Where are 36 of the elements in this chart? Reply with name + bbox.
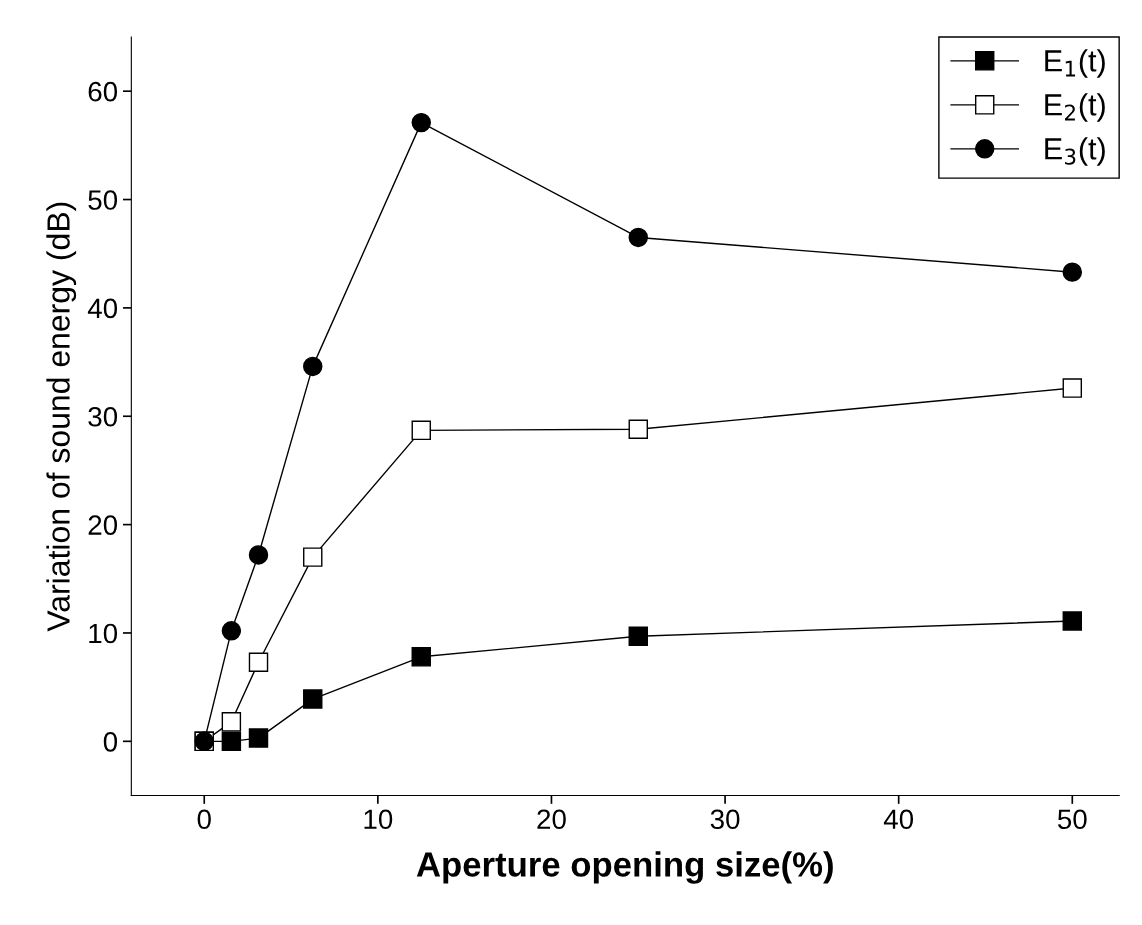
point [411,112,431,133]
x-tick-label: 10 [364,809,393,830]
point [221,621,242,641]
point [221,712,242,732]
x-axis-title: Aperture opening size(%) [416,851,833,884]
point [248,652,269,672]
y-tick-label: 20 [88,515,118,535]
y-tick-label: 40 [87,298,118,319]
point [248,545,269,565]
x-tick-label: 0 [197,809,211,830]
y-tick-label: 0 [103,731,118,752]
point [221,731,242,752]
point [411,647,431,667]
y-axis-title: Variation of sound energy (dB) [46,202,77,632]
y-tick-label: 50 [88,190,118,210]
point [1062,378,1083,398]
point [303,356,323,377]
y-tick-label: 30 [88,406,118,427]
point [1062,611,1083,631]
x-tick-label: 20 [537,809,566,830]
point [303,689,323,709]
x-tick-label: 50 [1057,809,1087,830]
point [303,547,323,567]
y-tick-label: 60 [88,81,118,102]
x-tick-label: 40 [883,809,914,830]
legend-label: E$_{3}$(t) [1045,137,1105,166]
y-tick-label: 10 [89,623,118,644]
legend-label: E$_{2}$(t) [1045,93,1105,122]
point [248,728,269,748]
point [1062,262,1083,282]
point [411,420,431,441]
point [628,626,648,646]
point [628,419,648,439]
legend-label: E$_{1}$(t) [1045,49,1105,78]
x-tick-label: 30 [710,809,740,830]
point [628,227,648,248]
